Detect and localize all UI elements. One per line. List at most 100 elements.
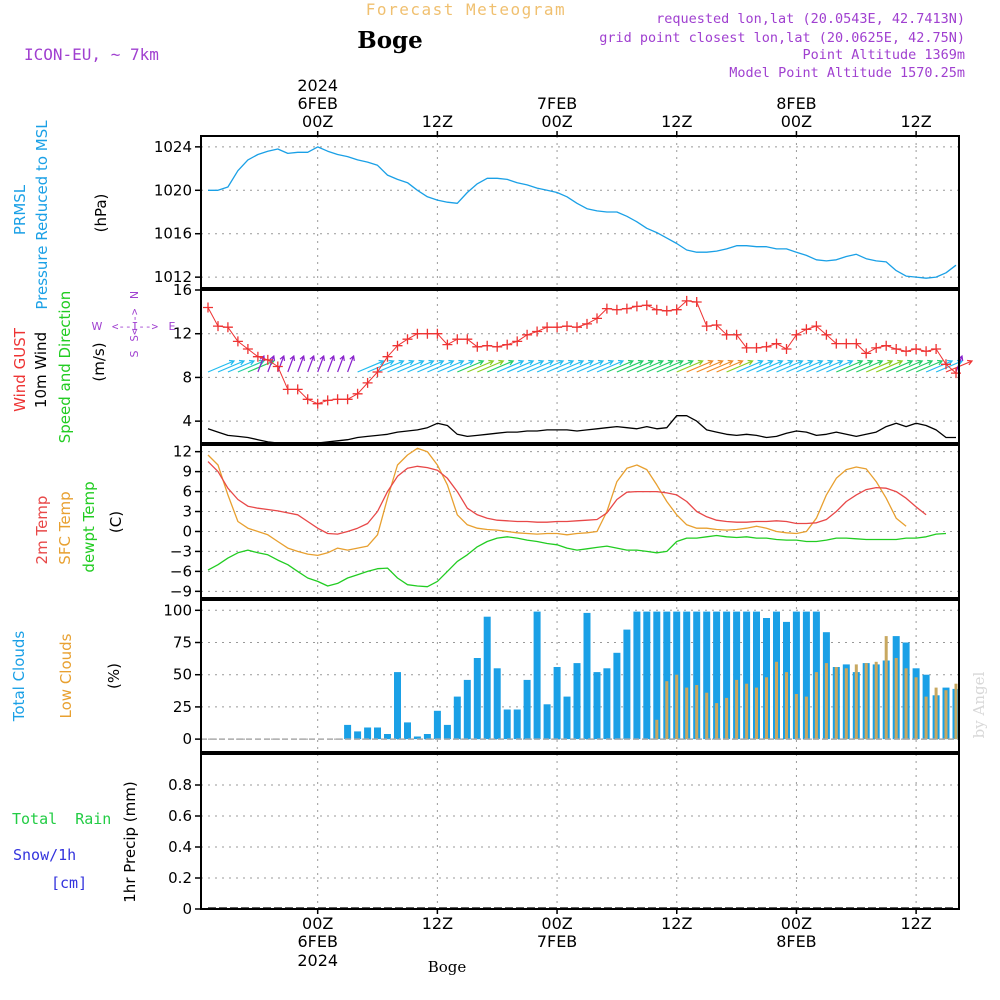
low-cloud-bar-74 xyxy=(944,690,948,740)
ytick-label-clouds-1: 25 xyxy=(173,698,192,716)
low-cloud-bar-57 xyxy=(775,661,778,740)
temp2m-label: 2m Temp xyxy=(33,496,51,565)
gust-point-20 xyxy=(402,334,413,345)
compass-ns: S<--> xyxy=(128,308,141,341)
ytick-label-wind-3: 16 xyxy=(173,281,192,299)
gust-point-71 xyxy=(911,344,922,354)
wind-arrow-17 xyxy=(377,359,405,373)
wind-arrow-54 xyxy=(746,359,774,373)
low-cloud-bar-53 xyxy=(735,679,739,740)
gust-point-19 xyxy=(392,340,403,351)
total-cloud-bar-20 xyxy=(404,722,411,740)
wind-arrow-8 xyxy=(287,354,296,373)
gust-point-51 xyxy=(711,320,722,330)
low-cloud-bar-71 xyxy=(914,677,918,740)
bottom-xtick-label-4: 00Z xyxy=(781,914,812,933)
panel-frame-precip xyxy=(200,753,960,910)
top-xtick-date-4: 8FEB xyxy=(776,94,816,113)
ytick-label-temp-3: 0 xyxy=(182,522,192,540)
wind-arrow-59 xyxy=(796,359,824,373)
precip-label: 1hr Precip (mm) xyxy=(121,781,139,902)
gust-point-74 xyxy=(941,359,951,370)
ytick-label-precip-4: 0.8 xyxy=(168,776,192,794)
ytick-label-temp-1: −6 xyxy=(170,562,192,580)
wind-dir-label: Speed and Direction xyxy=(56,291,74,444)
gust-point-37 xyxy=(572,322,582,333)
gust-point-50 xyxy=(701,321,712,332)
bottom-xtick-date-2: 7FEB xyxy=(537,932,577,951)
low-cloud-bar-51 xyxy=(715,703,719,740)
gust-line xyxy=(207,300,957,405)
grid-point-coords: grid point closest lon,lat (20.0625E, 42… xyxy=(599,30,965,46)
wind-arrow-18 xyxy=(387,359,415,373)
ytick-label-wind-2: 12 xyxy=(173,325,192,343)
wind-arrow-2 xyxy=(227,359,256,373)
low-cloud-bar-54 xyxy=(745,683,749,740)
clouds-unit: (%) xyxy=(105,663,123,689)
gust-point-35 xyxy=(552,322,563,333)
total-cloud-bar-24 xyxy=(443,724,451,740)
wind-arrow-41 xyxy=(616,359,645,373)
total-cloud-bar-16 xyxy=(364,727,372,740)
compass-s: S xyxy=(128,350,141,357)
total-cloud-bar-34 xyxy=(543,704,551,740)
total-cloud-bar-35 xyxy=(553,667,561,740)
wind-arrow-56 xyxy=(766,359,794,373)
gust-point-29 xyxy=(492,341,503,352)
total-cloud-bar-28 xyxy=(483,616,491,740)
total-cloud-bar-31 xyxy=(513,709,521,740)
wind-arrow-63 xyxy=(836,359,864,373)
wind-arrow-64 xyxy=(846,359,874,373)
top-xtick-label-4: 00Z xyxy=(781,112,812,131)
wind-arrow-50 xyxy=(706,359,734,373)
total-cloud-bar-17 xyxy=(374,727,381,740)
ytick-label-clouds-3: 75 xyxy=(173,634,192,652)
bottom-xtick-label-3: 12Z xyxy=(661,914,692,933)
ytick-label-precip-2: 0.4 xyxy=(168,838,192,856)
ytick-label-temp-4: 3 xyxy=(182,503,192,521)
requested-coords: requested lon,lat (20.0543E, 42.7413N) xyxy=(656,11,965,27)
wind-arrow-43 xyxy=(636,359,665,373)
bottom-xtick-label-2: 00Z xyxy=(541,914,572,933)
gust-point-5 xyxy=(252,351,263,362)
top-xtick-label-3: 12Z xyxy=(661,112,692,131)
total-cloud-bar-23 xyxy=(433,710,441,740)
sfc-temp-label: SFC Temp xyxy=(56,491,74,564)
wind-arrow-9 xyxy=(297,354,305,373)
gust-point-56 xyxy=(761,341,772,352)
wind-arrow-68 xyxy=(885,359,914,373)
low-cloud-bar-66 xyxy=(864,663,868,740)
gust-point-52 xyxy=(721,329,732,340)
wind-arrow-33 xyxy=(536,359,565,373)
wind-arrow-1 xyxy=(217,359,246,373)
wind-arrow-65 xyxy=(856,359,884,373)
gust-point-62 xyxy=(821,329,832,340)
low-cloud-bar-63 xyxy=(834,667,838,740)
ytick-label-temp-2: −3 xyxy=(170,542,192,560)
total-clouds-label: Total Clouds xyxy=(10,631,28,723)
total-cloud-bar-37 xyxy=(573,663,581,740)
compass-w: W xyxy=(92,320,103,333)
gust-point-32 xyxy=(522,329,533,340)
gust-point-33 xyxy=(532,326,543,337)
gust-point-14 xyxy=(342,394,353,405)
low-cloud-bar-50 xyxy=(705,692,709,740)
wind-arrow-12 xyxy=(327,354,335,373)
total-cloud-bar-51 xyxy=(713,611,721,740)
ytick-label-temp-0: −9 xyxy=(170,582,192,600)
ytick-label-pressure-2: 1020 xyxy=(154,181,192,199)
gust-point-9 xyxy=(292,384,303,395)
wind-arrow-26 xyxy=(467,359,495,373)
panel-frame-temp xyxy=(200,444,960,599)
total-cloud-bar-15 xyxy=(354,731,362,740)
ytick-label-clouds-4: 100 xyxy=(163,601,192,619)
top-xtick-year-0: 2024 xyxy=(297,76,338,95)
low-cloud-bar-58 xyxy=(785,672,788,740)
super-title: Forecast Meteogram xyxy=(366,0,566,19)
wind-speed-line xyxy=(207,415,956,446)
low-cloud-bar-45 xyxy=(655,719,659,740)
total-cloud-bar-44 xyxy=(643,611,651,740)
low-cloud-bar-46 xyxy=(665,681,669,740)
top-xtick-label-1: 12Z xyxy=(422,112,453,131)
wind-arrow-25 xyxy=(457,359,485,373)
